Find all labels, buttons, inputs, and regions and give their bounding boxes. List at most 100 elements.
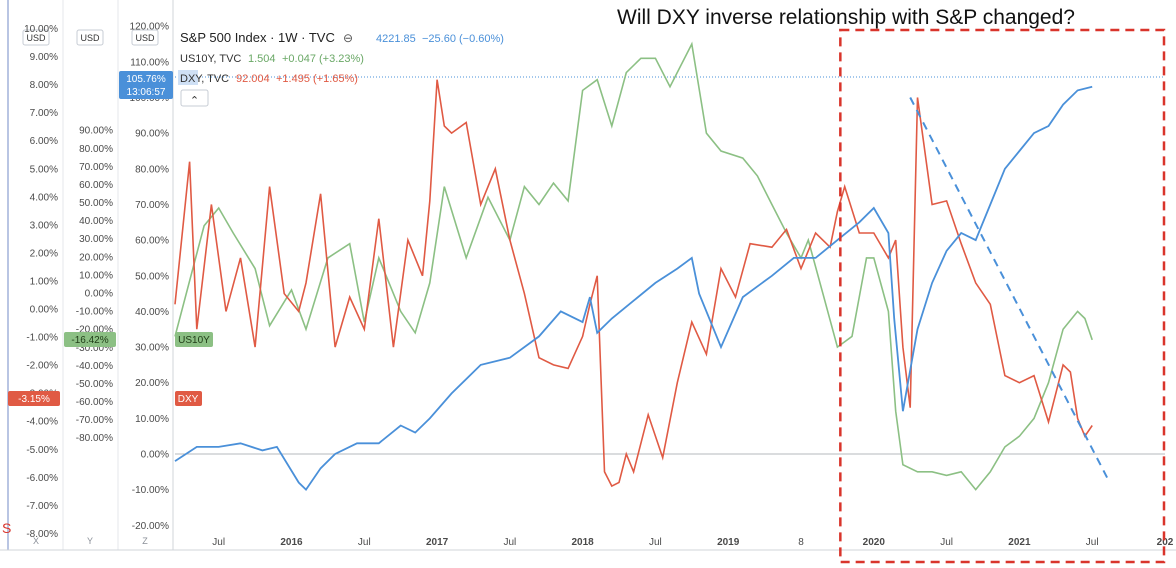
label-us10y: US10Y (175, 332, 213, 347)
axis3-currency-label: USD (135, 33, 155, 43)
axis2-tick-label: -40.00% (76, 361, 113, 372)
legend-us10y-change: +0.047 (+3.23%) (282, 53, 364, 65)
axis1-tick-label: 3.00% (30, 220, 58, 231)
axis3-tick-label: 120.00% (130, 22, 170, 33)
axis1-tick-label: 0.00% (30, 305, 58, 316)
time-axis-tick-label: 2016 (280, 537, 303, 548)
axis2-tick-labels: 90.00% 80.00% 70.00% 60.00% 50.00% 40.00% 30.0… (76, 126, 113, 445)
axis2-tick-label: 0.00% (85, 289, 113, 300)
label-dxy: DXY (175, 391, 202, 406)
axis3-tick-label: 50.00% (135, 271, 169, 282)
time-axis-tick-label: Jul (649, 537, 662, 548)
time-axis-tick-label: Jul (212, 537, 225, 548)
axis1-badge-dxy: -3.15% (8, 391, 60, 406)
axis1-currency-button[interactable]: USD (22, 29, 50, 46)
axis2-tick-label: 80.00% (79, 144, 113, 155)
axis3-badge-spx: 105.76% 13:06:57 (119, 71, 173, 99)
legend-dxy-change: +1.495 (+1.65%) (276, 73, 358, 85)
series-line-spx (174, 85, 1093, 491)
axis3-tick-label: 20.00% (135, 378, 169, 389)
label-dxy-text: DXY (178, 394, 199, 405)
scale-label-y[interactable]: Y (87, 536, 93, 546)
axis1-tick-label: -5.00% (26, 445, 58, 456)
axis1-tick-label: 8.00% (30, 80, 58, 91)
axis1-tick-label: 1.00% (30, 276, 58, 287)
series-line-us10y (174, 41, 1093, 491)
axis1-tick-label: 10.00% (24, 24, 58, 35)
time-axis-tick-labels: Jul 2016 Jul 2017 Jul 2018 Jul 2019 8 2020 Jul 2021… (212, 537, 1173, 548)
axis1-tick-label: -7.00% (26, 501, 58, 512)
axis2-tick-label: -70.00% (76, 415, 113, 426)
axis3-tick-label: 60.00% (135, 236, 169, 247)
axis2-currency-button[interactable]: USD (76, 29, 104, 46)
time-axis-tick-label: 8 (798, 537, 804, 548)
axis1-tick-label: 4.00% (30, 192, 58, 203)
axis2-tick-label: 60.00% (79, 180, 113, 191)
axis1-currency-label: USD (26, 33, 46, 43)
axis3-badge-countdown: 13:06:57 (127, 87, 166, 98)
time-axis-tick-label: 202 (1157, 537, 1174, 548)
axis2-tick-label: 30.00% (79, 234, 113, 245)
axis3-badge-value: 105.76% (126, 74, 166, 85)
axis3-tick-label: -20.00% (132, 521, 169, 532)
legend-dxy-name[interactable]: DXY, TVC (180, 73, 229, 85)
legend-spx-collapse[interactable]: ⊖ (343, 31, 353, 45)
axis2-tick-label: -10.00% (76, 307, 113, 318)
axis3-tick-label: 10.00% (135, 414, 169, 425)
axis3-tick-label: 40.00% (135, 307, 169, 318)
axis2-tick-label: -60.00% (76, 397, 113, 408)
legend-us10y-value: 1.504 (248, 53, 276, 65)
legend-us10y-name[interactable]: US10Y, TVC (180, 53, 241, 65)
time-axis-tick-label: Jul (940, 537, 953, 548)
legend-spx-value: 4221.85 (376, 33, 416, 45)
axis3-currency-button[interactable]: USD (131, 29, 159, 46)
axis3-tick-label: -10.00% (132, 485, 169, 496)
axis1-tick-label: -1.00% (26, 333, 58, 344)
axis2-tick-label: 50.00% (79, 198, 113, 209)
dashed-trendline (909, 97, 1111, 483)
axis2-tick-label: 90.00% (79, 126, 113, 137)
axis2-currency-label: USD (80, 33, 100, 43)
legend-collapse-button[interactable]: ⌃ (180, 89, 209, 107)
axis1-tick-label: 7.00% (30, 108, 58, 119)
axis1-badge-text: -3.15% (18, 394, 50, 405)
legend-spx-name[interactable]: S&P 500 Index · 1W · TVC (180, 30, 335, 45)
axis1-tick-label: -4.00% (26, 417, 58, 428)
axis2-tick-label: 70.00% (79, 162, 113, 173)
axis1-tick-label: 6.00% (30, 136, 58, 147)
series-line-dxy (174, 79, 1093, 488)
time-axis-tick-label: 2018 (571, 537, 594, 548)
axis1-tick-label: 9.00% (30, 52, 58, 63)
axis2-tick-label: -30.00% (76, 343, 113, 354)
axis2-badge-us10y: -16.42% (64, 332, 116, 347)
time-axis-tick-label: Jul (358, 537, 371, 548)
time-axis-tick-label: 2019 (717, 537, 740, 548)
axis1-tick-label: 5.00% (30, 164, 58, 175)
axis3-tick-label: 70.00% (135, 200, 169, 211)
legend: S&P 500 Index · 1W · TVC ⊖ 4221.85 −25.6… (178, 30, 504, 107)
legend-dxy-highlight (178, 70, 198, 85)
time-axis-tick-label: Jul (1086, 537, 1099, 548)
axis2-tick-label: -20.00% (76, 325, 113, 336)
chevron-up-icon: ⌃ (190, 95, 199, 107)
axis2-tick-label: -50.00% (76, 379, 113, 390)
scale-label-z[interactable]: Z (142, 536, 148, 546)
axis3-tick-label: 90.00% (135, 129, 169, 140)
axis2-tick-label: 40.00% (79, 216, 113, 227)
scale-label-x[interactable]: X (33, 536, 39, 546)
axis3-tick-label: 110.00% (130, 57, 169, 68)
axis2-tick-label: 20.00% (79, 252, 113, 263)
time-axis-tick-label: 2020 (863, 537, 886, 548)
axis2-tick-label: 10.00% (79, 270, 113, 281)
axis1-tick-label: 2.00% (30, 248, 58, 259)
highlight-frame (839, 28, 1166, 564)
legend-spx-change: −25.60 (−0.60%) (422, 33, 504, 45)
axis1-tick-labels: 10.00% 9.00% 8.00% 7.00% 6.00% 5.00% 4.00% 3.00… (24, 24, 58, 540)
axis3-tick-label: 30.00% (135, 343, 169, 354)
axis3-tick-label: 0.00% (141, 450, 169, 461)
time-axis-tick-label: 2017 (426, 537, 449, 548)
axis2-badge-text: -16.42% (71, 335, 108, 346)
axis2-tick-label: -80.00% (76, 433, 113, 444)
label-us10y-text: US10Y (178, 335, 210, 346)
